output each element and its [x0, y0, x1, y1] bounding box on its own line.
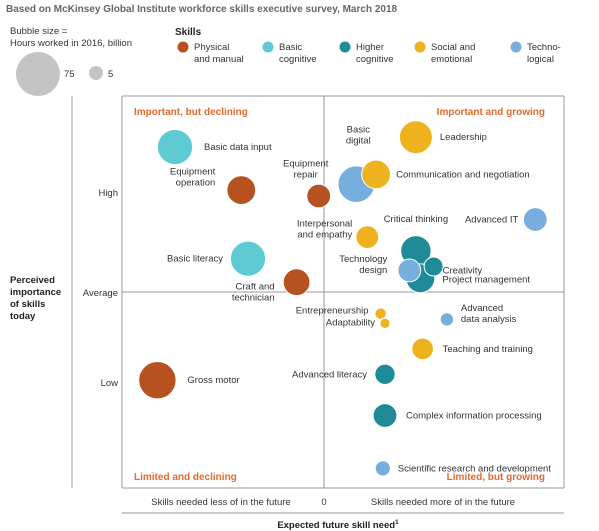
y-axis-label-4: today [10, 311, 36, 322]
bubble-label-advanced-data-analysis-line2: data analysis [461, 314, 517, 325]
bubble-label-equipment-operation-line2: operation [176, 178, 216, 189]
size-legend-small-bubble [89, 66, 103, 80]
y-tick-high: High [98, 188, 118, 199]
bubble-label-basic-digital-line2: digital [346, 136, 371, 147]
legend-swatch-higher-cognitive [339, 41, 351, 53]
quadrant-label-bottom-left: Limited and declining [134, 472, 237, 483]
legend-label-social-and-emotional-line1: Social and [431, 42, 475, 53]
bubble-technology-design [397, 258, 422, 283]
size-legend-large-bubble [16, 52, 60, 96]
bubble-label-adaptability: Adaptability [326, 317, 375, 328]
bubble-adaptability [379, 317, 391, 329]
legend-swatch-basic-cognitive [262, 41, 274, 53]
x-tick-left: Skills needed less of in the future [151, 497, 290, 508]
bubble-label-advanced-literacy: Advanced literacy [292, 369, 367, 380]
plot-area: Important, but declining Important and g… [10, 95, 565, 531]
legend-swatch-social-and-emotional [414, 41, 426, 53]
y-tick-average: Average [83, 288, 118, 299]
legend-label-higher-cognitive-line2: cognitive [356, 54, 394, 65]
bubble-equipment-repair [306, 183, 332, 209]
bubble-craft-and-technician [282, 268, 311, 297]
size-legend-large-label: 75 [64, 69, 75, 80]
x-axis-label-footnote: 1 [395, 519, 399, 526]
bubble-label-technology-design-line2: design [359, 265, 387, 276]
bubble-label-basic-literacy: Basic literacy [167, 254, 223, 265]
legend-swatch-physical-and-manual [177, 41, 189, 53]
bubble-advanced-literacy [374, 363, 396, 385]
bubble-interpersonal-and-empathy [355, 225, 380, 250]
bubble-basic-literacy [229, 240, 267, 277]
legend-label-higher-cognitive-line1: Higher [356, 42, 384, 53]
legend-label-techno-logical-line2: logical [527, 54, 554, 65]
bubble-label-scientific-research-and-development: Scientific research and development [398, 463, 552, 474]
x-axis-label-text: Expected future skill need [277, 520, 395, 531]
bubble-label-basic-digital-line1: Basic [347, 125, 370, 136]
size-legend-title-1: Bubble size = [10, 26, 68, 37]
bubble-scientific-research-and-development [374, 460, 391, 477]
bubble-label-advanced-it: Advanced IT [465, 215, 519, 226]
bubble-basic-data-input [156, 128, 194, 166]
bubble-advanced-it [522, 207, 548, 232]
quadrant-label-top-right: Important and growing [437, 107, 545, 118]
bubble-entrepreneurship [374, 307, 387, 320]
quadrant-label-bottom-right: Limited, but growing [447, 472, 545, 483]
bubble-teaching-and-training [411, 337, 434, 361]
bubble-label-equipment-operation-line1: Equipment [170, 167, 216, 178]
bubble-equipment-operation [226, 175, 257, 206]
size-legend-small-label: 5 [108, 69, 113, 80]
legend-label-basic-cognitive-line2: cognitive [279, 54, 317, 65]
legend-label-techno-logical-line1: Techno- [527, 42, 561, 53]
legend-label-basic-cognitive-line1: Basic [279, 42, 302, 53]
legend-label-physical-and-manual-line2: and manual [194, 54, 244, 65]
bubble-communication-and-negotiation [361, 159, 392, 190]
bubble-gross-motor [138, 361, 177, 400]
bubble-complex-information-processing [372, 403, 398, 428]
bubble-label-technology-design-line1: Technology [339, 254, 387, 265]
bubble-label-gross-motor: Gross motor [187, 375, 239, 386]
bubble-advanced-data-analysis [439, 312, 455, 327]
bubble-label-craft-and-technician-line2: technician [232, 293, 275, 304]
legend-swatch-techno-logical [510, 41, 522, 53]
bubble-label-communication-and-negotiation: Communication and negotiation [396, 169, 530, 180]
y-axis-label-3: of skills [10, 299, 45, 310]
y-axis-label-2: importance [10, 287, 61, 298]
bubble-leadership [398, 120, 433, 155]
bubble-label-craft-and-technician-line1: Craft and [236, 282, 275, 293]
skills-legend-title: Skills [175, 27, 202, 38]
bubble-label-basic-data-input: Basic data input [204, 142, 272, 153]
legend-label-social-and-emotional-line2: emotional [431, 54, 472, 65]
bubble-layer [138, 120, 548, 477]
x-tick-right: Skills needed more of in the future [371, 497, 515, 508]
bubble-label-teaching-and-training: Teaching and training [443, 344, 533, 355]
y-tick-low: Low [101, 378, 119, 389]
x-tick-center: 0 [321, 497, 326, 508]
size-legend-title-2: Hours worked in 2016, billion [10, 38, 132, 49]
bubble-label-project-management: Project management [442, 274, 530, 285]
size-legend: Bubble size = Hours worked in 2016, bill… [10, 26, 132, 96]
bubble-label-leadership: Leadership [440, 132, 487, 143]
bubble-label-equipment-repair-line2: repair [294, 170, 318, 181]
bubble-label-advanced-data-analysis-line1: Advanced [461, 303, 503, 314]
bubble-label-equipment-repair-line1: Equipment [283, 159, 329, 170]
quadrant-label-top-left: Important, but declining [134, 107, 248, 118]
legend-label-physical-and-manual-line1: Physical [194, 42, 229, 53]
bubble-label-interpersonal-and-empathy-line1: Interpersonal [297, 219, 352, 230]
bubble-label-interpersonal-and-empathy-line2: and empathy [297, 230, 352, 241]
bubble-label-entrepreneurship: Entrepreneurship [296, 306, 369, 317]
chart-subtitle: Based on McKinsey Global Institute workf… [6, 4, 398, 15]
y-axis-label-1: Perceived [10, 275, 55, 286]
bubble-creativity [423, 256, 444, 277]
bubble-label-critical-thinking: Critical thinking [384, 214, 448, 225]
bubble-label-creativity: Creativity [443, 266, 483, 277]
x-axis-label: Expected future skill need1 [277, 519, 399, 531]
bubble-label-complex-information-processing: Complex information processing [406, 411, 542, 422]
